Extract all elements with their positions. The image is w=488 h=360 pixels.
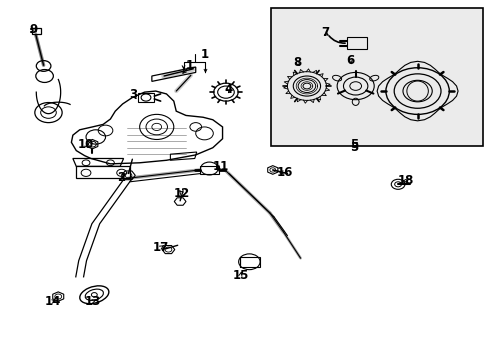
- Text: 18: 18: [396, 174, 413, 187]
- Text: 2: 2: [117, 171, 125, 184]
- Text: 17: 17: [152, 241, 168, 254]
- Text: 15: 15: [232, 269, 248, 282]
- Text: 5: 5: [349, 138, 358, 151]
- Text: 12: 12: [174, 187, 190, 200]
- Text: 8: 8: [292, 56, 301, 69]
- Bar: [271, 8, 483, 146]
- Text: 16: 16: [276, 166, 292, 179]
- Text: 1: 1: [185, 59, 194, 72]
- Text: 9: 9: [30, 23, 38, 36]
- Text: 3: 3: [129, 88, 137, 101]
- Text: 7: 7: [320, 27, 328, 40]
- Text: 10: 10: [78, 138, 94, 151]
- Text: 6: 6: [346, 54, 354, 67]
- Text: 5: 5: [349, 140, 358, 153]
- Text: 14: 14: [45, 295, 61, 308]
- Text: 11: 11: [213, 160, 229, 173]
- Text: 13: 13: [84, 295, 101, 308]
- Text: 4: 4: [224, 83, 233, 96]
- Text: 1: 1: [200, 48, 208, 61]
